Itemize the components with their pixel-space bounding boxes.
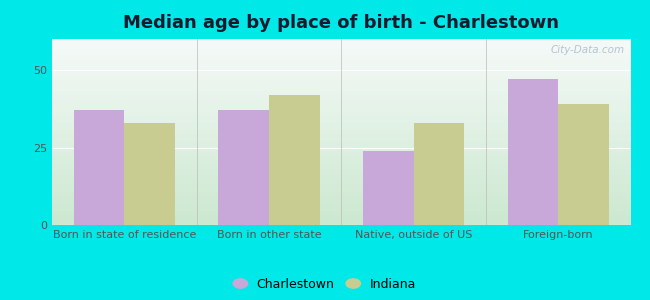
Title: Median age by place of birth - Charlestown: Median age by place of birth - Charlesto… [124, 14, 559, 32]
Text: City-Data.com: City-Data.com [551, 45, 625, 55]
Bar [508, 79, 558, 225]
Bar [363, 151, 413, 225]
Bar [558, 104, 609, 225]
Bar [413, 123, 464, 225]
Bar [269, 95, 320, 225]
Legend: Charlestown, Indiana: Charlestown, Indiana [231, 276, 419, 294]
Bar [218, 110, 269, 225]
Bar [124, 123, 175, 225]
Bar [73, 110, 124, 225]
